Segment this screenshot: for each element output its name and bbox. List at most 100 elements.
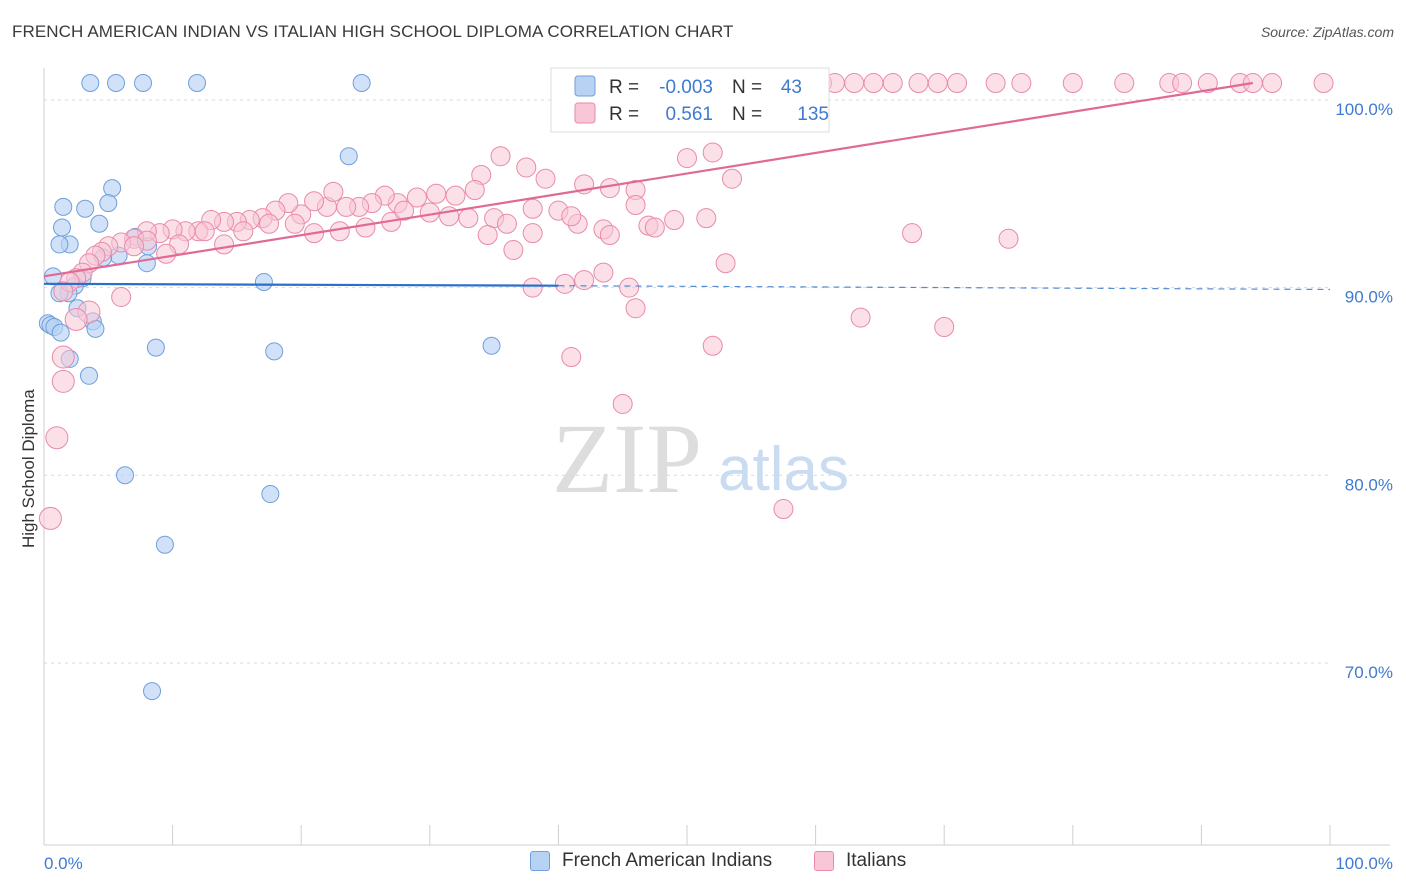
legend: R = -0.003 N = 43 R = 0.561 N = 135 xyxy=(550,67,830,133)
point-italian-18 xyxy=(1011,73,1032,94)
point-italian-122 xyxy=(561,347,582,368)
point-italian-30 xyxy=(516,157,537,178)
point-italian-38 xyxy=(445,185,466,206)
point-italian-105 xyxy=(522,223,543,244)
bottom-legend-item-italians: Italians xyxy=(814,850,906,872)
watermark: ZIP atlas xyxy=(552,403,849,514)
point-french-32 xyxy=(482,336,501,355)
point-italian-80 xyxy=(458,208,479,229)
y-tick-labels: 70.0% 80.0% 90.0% 100.0% xyxy=(1335,100,1393,682)
point-italian-123 xyxy=(612,393,633,414)
point-italian-91 xyxy=(355,217,376,238)
bottom-legend-label-italians: Italians xyxy=(846,850,907,871)
x-tick-label-0: 0.0% xyxy=(44,854,83,873)
point-italian-98 xyxy=(194,221,215,242)
legend-n-label-2: N = xyxy=(732,104,762,125)
source-credit: Source: ZipAtlas.com xyxy=(1260,24,1394,40)
point-italian-45 xyxy=(336,196,357,217)
point-italian-47 xyxy=(304,191,325,212)
chart-title: FRENCH AMERICAN INDIAN VS ITALIAN HIGH S… xyxy=(12,22,734,41)
trend-line-french-solid xyxy=(43,282,559,287)
trend-lines xyxy=(43,81,1331,291)
point-french-2 xyxy=(134,74,153,93)
point-italian-16 xyxy=(947,73,968,94)
point-italian-102 xyxy=(124,236,145,257)
point-french-10 xyxy=(90,214,109,233)
point-french-8 xyxy=(76,199,95,218)
point-french-36 xyxy=(80,366,99,385)
point-italian-20 xyxy=(1114,73,1135,94)
point-french-5 xyxy=(339,147,358,166)
series-french-american-indians xyxy=(38,74,501,701)
point-italian-74 xyxy=(51,345,75,369)
point-italian-31 xyxy=(535,168,556,189)
legend-n-label-1: N = xyxy=(732,77,762,98)
bottom-legend-item-french: French American Indians xyxy=(530,850,772,872)
point-italian-118 xyxy=(998,228,1019,249)
point-french-28 xyxy=(51,323,70,342)
point-italian-96 xyxy=(233,221,254,242)
legend-n-value-2: 135 xyxy=(797,104,829,125)
point-italian-100 xyxy=(156,243,177,264)
point-italian-116 xyxy=(625,298,646,319)
point-italian-119 xyxy=(850,307,871,328)
point-italian-35 xyxy=(722,168,743,189)
bottom-legend-label-french: French American Indians xyxy=(562,850,773,871)
point-french-11 xyxy=(53,218,72,237)
point-italian-92 xyxy=(329,221,350,242)
point-french-4 xyxy=(352,74,371,93)
point-italian-23 xyxy=(1197,73,1218,94)
point-french-3 xyxy=(188,74,207,93)
point-italian-103 xyxy=(477,225,498,246)
point-italian-15 xyxy=(927,73,948,94)
bottom-legend: French American Indians Italians xyxy=(0,850,1406,880)
point-italian-94 xyxy=(284,213,305,234)
point-italian-40 xyxy=(406,187,427,208)
point-italian-70 xyxy=(53,281,74,302)
point-italian-87 xyxy=(625,195,646,216)
watermark-atlas: atlas xyxy=(718,435,849,504)
point-italian-97 xyxy=(214,234,235,255)
point-italian-17 xyxy=(985,73,1006,94)
point-italian-117 xyxy=(902,223,923,244)
point-french-37 xyxy=(116,466,135,485)
point-italian-73 xyxy=(111,286,132,307)
point-french-18 xyxy=(137,254,156,273)
point-french-34 xyxy=(265,342,284,361)
point-italian-75 xyxy=(51,369,75,393)
point-italian-11 xyxy=(844,73,865,94)
legend-n-value-1: 43 xyxy=(781,77,802,98)
point-italian-125 xyxy=(522,277,543,298)
legend-r-value-1: -0.003 xyxy=(659,77,713,98)
point-italian-108 xyxy=(644,217,665,238)
point-italian-19 xyxy=(1062,73,1083,94)
point-french-38 xyxy=(261,485,280,504)
x-tick-labels: 0.0% 100.0% xyxy=(44,854,1393,873)
point-french-1 xyxy=(107,74,126,93)
point-french-33 xyxy=(146,338,165,357)
point-italian-112 xyxy=(554,273,575,294)
point-italian-14 xyxy=(908,73,929,94)
point-italian-109 xyxy=(677,148,697,169)
y-tick-label-3: 100.0% xyxy=(1335,100,1393,119)
point-italian-120 xyxy=(934,317,955,337)
point-italian-39 xyxy=(426,183,447,204)
point-italian-111 xyxy=(715,253,736,274)
point-italian-115 xyxy=(619,277,640,298)
point-italian-22 xyxy=(1172,73,1193,94)
legend-r-label-1: R = xyxy=(609,77,639,98)
watermark-zip: ZIP xyxy=(552,403,702,514)
point-italian-37 xyxy=(464,179,485,200)
point-italian-27 xyxy=(1313,73,1334,94)
point-french-40 xyxy=(143,682,162,701)
point-french-39 xyxy=(155,535,174,554)
point-italian-104 xyxy=(503,240,524,261)
point-french-13 xyxy=(50,235,69,254)
point-italian-82 xyxy=(496,213,517,234)
legend-r-label-2: R = xyxy=(609,104,639,125)
point-italian-12 xyxy=(863,73,884,94)
point-italian-95 xyxy=(259,213,280,234)
point-french-6 xyxy=(103,179,122,198)
point-french-9 xyxy=(99,194,118,213)
